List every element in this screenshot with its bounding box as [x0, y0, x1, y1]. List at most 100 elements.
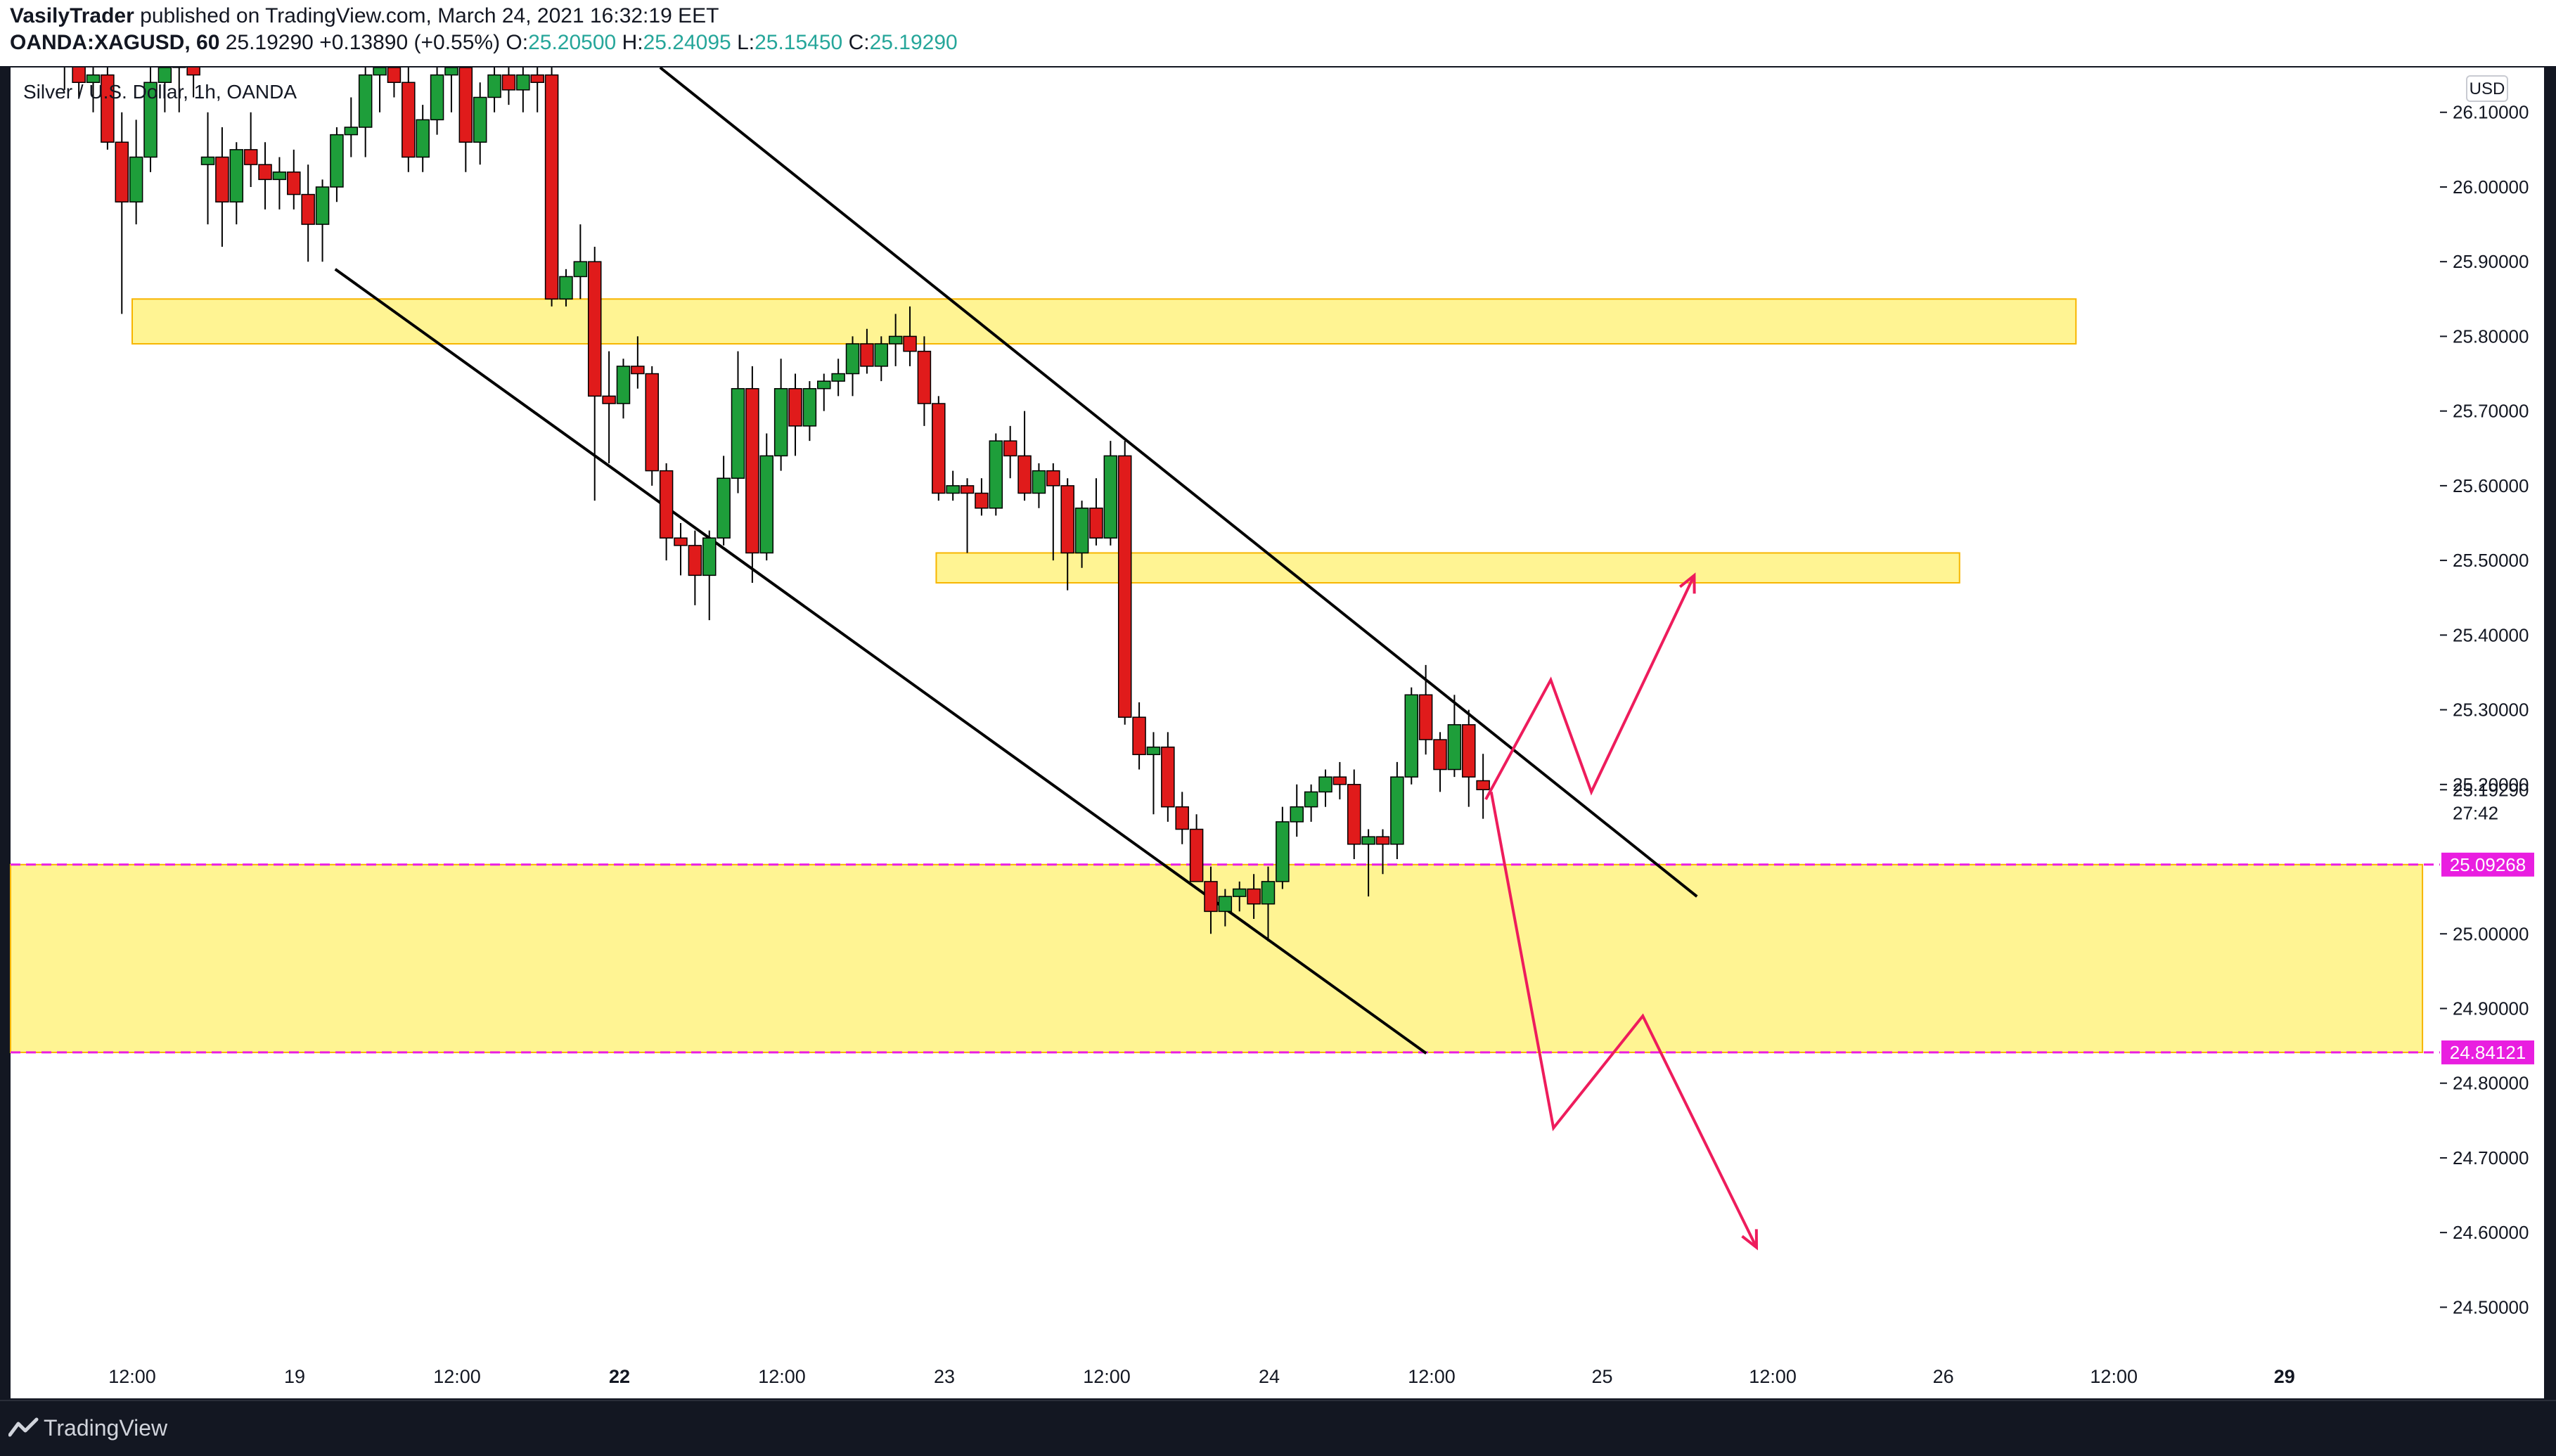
- candle[interactable]: [1146, 732, 1161, 815]
- trendline[interactable]: [659, 66, 1698, 898]
- candle[interactable]: [229, 142, 244, 225]
- candle[interactable]: [1390, 761, 1404, 860]
- candle[interactable]: [1003, 425, 1017, 479]
- candle[interactable]: [1433, 732, 1447, 792]
- candle[interactable]: [1462, 709, 1476, 807]
- candle[interactable]: [1117, 441, 1132, 725]
- candle[interactable]: [1089, 478, 1103, 546]
- candle[interactable]: [1017, 411, 1032, 501]
- candle[interactable]: [315, 179, 330, 262]
- candle[interactable]: [731, 351, 745, 494]
- candle[interactable]: [659, 463, 674, 561]
- candle[interactable]: [1361, 829, 1375, 897]
- candle[interactable]: [530, 60, 544, 112]
- candle[interactable]: [1332, 761, 1347, 800]
- candle[interactable]: [960, 478, 975, 553]
- candle[interactable]: [1189, 814, 1204, 882]
- candle[interactable]: [1476, 754, 1490, 819]
- plot-pane[interactable]: [11, 67, 2440, 1398]
- candle[interactable]: [1447, 695, 1462, 778]
- candle[interactable]: [946, 470, 960, 501]
- symbol-label[interactable]: OANDA:XAGUSD, 60: [10, 31, 220, 54]
- candle[interactable]: [932, 396, 946, 501]
- candle[interactable]: [1232, 881, 1247, 912]
- candle[interactable]: [1261, 866, 1276, 941]
- candle[interactable]: [989, 433, 1003, 516]
- candle[interactable]: [688, 530, 702, 605]
- candle[interactable]: [544, 60, 559, 307]
- zone-rect[interactable]: [935, 552, 1960, 584]
- candle[interactable]: [831, 359, 845, 397]
- candle[interactable]: [860, 328, 874, 374]
- candle[interactable]: [917, 336, 932, 426]
- trendline[interactable]: [334, 268, 1427, 1055]
- candle[interactable]: [1404, 687, 1419, 785]
- author-name[interactable]: VasilyTrader: [10, 4, 134, 27]
- currency-badge[interactable]: USD: [2466, 75, 2508, 102]
- candle[interactable]: [258, 142, 272, 210]
- candle[interactable]: [573, 224, 588, 299]
- candle[interactable]: [1218, 889, 1233, 927]
- candle[interactable]: [1204, 866, 1218, 934]
- candle[interactable]: [1304, 784, 1318, 822]
- candle[interactable]: [402, 52, 416, 172]
- candle[interactable]: [745, 366, 759, 583]
- candle[interactable]: [1247, 874, 1261, 920]
- level-price-badge[interactable]: 25.09268: [2441, 852, 2534, 877]
- candle[interactable]: [200, 112, 215, 225]
- tradingview-brand[interactable]: TradingView: [44, 1415, 168, 1441]
- candle[interactable]: [272, 157, 287, 210]
- candle[interactable]: [215, 127, 229, 247]
- zone-rect[interactable]: [131, 298, 2077, 345]
- candle[interactable]: [358, 67, 373, 157]
- price-axis[interactable]: [2440, 67, 2544, 1398]
- candle[interactable]: [330, 127, 344, 202]
- candle[interactable]: [975, 478, 989, 516]
- candle[interactable]: [559, 269, 573, 307]
- candle[interactable]: [1375, 829, 1390, 875]
- candle[interactable]: [888, 314, 903, 366]
- candle[interactable]: [602, 351, 616, 464]
- candle[interactable]: [845, 336, 860, 397]
- candle[interactable]: [702, 530, 717, 621]
- candle[interactable]: [1290, 784, 1304, 837]
- candle[interactable]: [1318, 769, 1332, 807]
- candle[interactable]: [759, 433, 774, 561]
- candle[interactable]: [101, 60, 115, 150]
- candle[interactable]: [587, 246, 602, 501]
- candle[interactable]: [430, 67, 444, 135]
- candle[interactable]: [817, 373, 831, 411]
- candle[interactable]: [802, 381, 817, 442]
- candle[interactable]: [115, 112, 129, 314]
- candle[interactable]: [788, 373, 802, 456]
- candle[interactable]: [487, 60, 501, 112]
- candle[interactable]: [1074, 501, 1089, 568]
- candle[interactable]: [1347, 769, 1361, 860]
- candle[interactable]: [645, 366, 659, 486]
- candle[interactable]: [631, 336, 645, 389]
- candle[interactable]: [1418, 664, 1433, 755]
- candle[interactable]: [416, 105, 430, 172]
- candle[interactable]: [717, 456, 731, 546]
- projection-path[interactable]: [1489, 792, 1758, 1249]
- price-chart[interactable]: 26.10000 26.00000 25.90000 25.80000 25.70000…: [0, 0, 2556, 1400]
- candle[interactable]: [129, 120, 143, 225]
- candle[interactable]: [903, 306, 917, 366]
- candle[interactable]: [773, 359, 788, 471]
- candle[interactable]: [344, 97, 359, 157]
- candle[interactable]: [473, 82, 487, 165]
- candle[interactable]: [1175, 792, 1189, 844]
- candle[interactable]: [1161, 732, 1175, 822]
- candle[interactable]: [874, 336, 889, 382]
- candle[interactable]: [287, 149, 301, 210]
- candle[interactable]: [1060, 478, 1074, 591]
- candle[interactable]: [674, 522, 688, 576]
- candle[interactable]: [1276, 806, 1290, 889]
- level-price-badge[interactable]: 24.84121: [2441, 1040, 2534, 1064]
- candle[interactable]: [301, 165, 315, 262]
- candle[interactable]: [1032, 463, 1046, 508]
- candle[interactable]: [143, 67, 158, 172]
- candle[interactable]: [1132, 702, 1146, 770]
- candle[interactable]: [243, 112, 258, 187]
- candle[interactable]: [1103, 441, 1118, 546]
